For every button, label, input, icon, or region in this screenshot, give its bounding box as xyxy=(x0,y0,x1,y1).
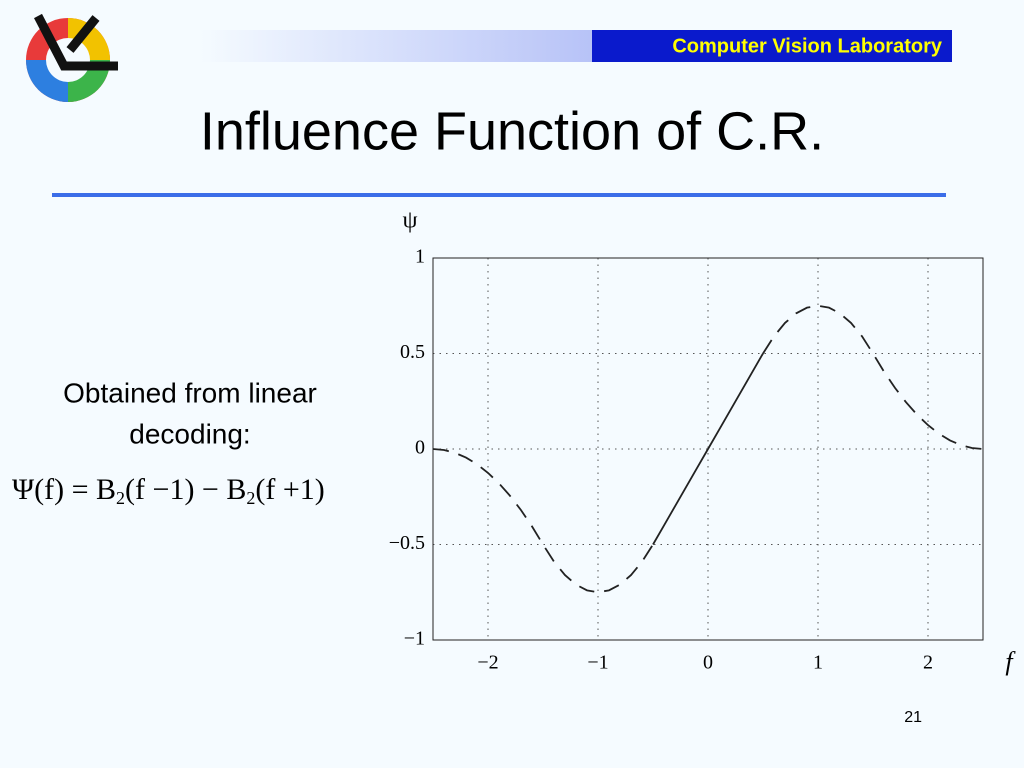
body-text: Obtained from linear xyxy=(63,377,317,408)
x-tick-label: 2 xyxy=(923,652,933,674)
x-tick-label: 0 xyxy=(703,652,713,674)
formula-part: (f −1) − B xyxy=(125,473,246,506)
logo xyxy=(26,13,118,102)
line-series xyxy=(432,304,984,594)
x-tick-label: −1 xyxy=(587,652,608,674)
formula-part: (f +1) xyxy=(255,473,324,506)
plot: −2 −1 0 1 2 −1 −0.5 0 0.5 1 f ψ xyxy=(389,208,1017,676)
formula: Ψ(f) = B2(f −1) − B2(f +1) xyxy=(12,473,325,508)
y-tick-label: 0.5 xyxy=(400,341,425,363)
y-tick-label: −0.5 xyxy=(389,532,425,554)
line-series xyxy=(652,353,764,545)
formula-part: Ψ(f) = B xyxy=(12,473,116,506)
page-number: 21 xyxy=(904,709,922,726)
body-text: decoding: xyxy=(129,418,250,449)
y-tick-label: 1 xyxy=(415,246,425,268)
y-axis-label: ψ xyxy=(402,208,417,234)
x-tick-label: −2 xyxy=(477,652,498,674)
lab-name: Computer Vision Laboratory xyxy=(672,35,943,57)
formula-subscript: 2 xyxy=(116,488,125,508)
y-tick-label: −1 xyxy=(404,628,425,650)
slide-title: Influence Function of C.R. xyxy=(200,101,824,161)
header-box xyxy=(592,30,952,62)
y-tick-label: 0 xyxy=(415,437,425,459)
title-rule xyxy=(52,193,946,197)
formula-subscript: 2 xyxy=(246,488,255,508)
x-axis-label: f xyxy=(1005,647,1016,676)
x-tick-label: 1 xyxy=(813,652,823,674)
